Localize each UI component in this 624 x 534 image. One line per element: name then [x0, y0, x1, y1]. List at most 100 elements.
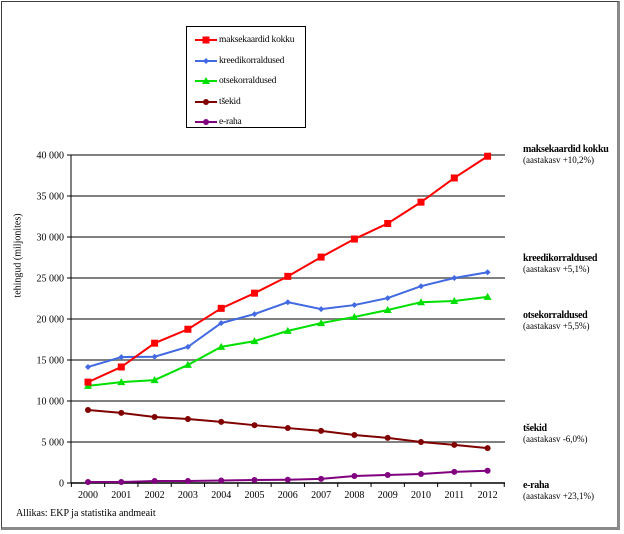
series-otsekorraldused [84, 292, 492, 389]
legend-swatch [195, 98, 217, 105]
data-point [384, 219, 392, 227]
x-tick-label: 2004 [211, 490, 231, 501]
end-label: tšekid (aastakasv -6,0%) [523, 423, 588, 445]
data-point [184, 416, 191, 423]
end-label-name: kreedikorraldused [523, 253, 598, 264]
data-point [451, 468, 458, 475]
gridlines [71, 154, 505, 443]
data-point [284, 476, 291, 483]
end-label: kreedikorraldused (aastakasv +5,1%) [523, 253, 598, 275]
data-point [84, 378, 92, 386]
x-tick-label: 2009 [378, 490, 398, 501]
data-point [450, 296, 459, 304]
x-tick-label: 2001 [111, 490, 131, 501]
legend-swatch [195, 77, 217, 84]
legend-swatch [195, 36, 217, 44]
x-tick-label: 2003 [178, 490, 198, 501]
data-point [417, 198, 425, 206]
x-tick-label: 2007 [311, 490, 331, 501]
data-point [218, 320, 225, 327]
legend-item: tšekid [195, 95, 241, 109]
data-point [118, 409, 125, 416]
data-point [151, 413, 158, 420]
data-point [251, 476, 258, 483]
legend-marker [203, 119, 209, 125]
data-point [251, 311, 258, 318]
y-tick-label: 15 000 [37, 356, 65, 367]
data-point [384, 471, 391, 478]
x-tick-label: 2000 [78, 490, 98, 501]
end-label: e-raha (aastakasv +23,1%) [523, 480, 595, 502]
y-tick-label: 30 000 [37, 233, 65, 244]
data-point [351, 302, 358, 309]
data-point [151, 339, 159, 347]
data-point [85, 479, 91, 486]
data-point [284, 272, 292, 280]
legend-swatch [195, 119, 217, 125]
data-point [418, 283, 424, 290]
data-point [383, 305, 392, 313]
data-point [384, 434, 391, 441]
y-tick-label: 5 000 [42, 438, 65, 449]
end-label-name: tšekid [523, 423, 547, 434]
data-point [283, 326, 292, 334]
legend: maksekaardid kokku kreedikorraldused otsek… [186, 26, 306, 128]
legend-label: kreedikorraldused [219, 55, 285, 66]
x-tick-label: 2012 [478, 490, 498, 501]
data-point [284, 425, 291, 432]
data-point [118, 354, 125, 361]
end-label-name: otsekorraldused [523, 310, 588, 321]
data-point [117, 378, 126, 386]
end-label-growth: (aastakasv +23,1%) [523, 491, 595, 501]
end-label-growth: (aastakasv +5,1%) [523, 264, 590, 274]
end-label-growth: (aastakasv -6,0%) [523, 434, 588, 444]
data-point [183, 360, 192, 368]
end-label-growth: (aastakasv +10,2%) [523, 155, 595, 165]
data-point [218, 418, 225, 425]
data-point [150, 376, 159, 384]
source-note: Allikas: EKP ja statistika andmeait [16, 508, 156, 519]
data-point [217, 342, 226, 350]
data-point [351, 432, 358, 439]
series-line [87, 155, 489, 384]
data-point [484, 467, 491, 474]
data-point [484, 445, 491, 452]
data-point [484, 269, 491, 276]
data-point [250, 337, 259, 345]
y-tick-label: 40 000 [37, 151, 65, 162]
legend-item: e-raha [195, 115, 242, 129]
series-maksekaardid-kokku [84, 152, 492, 386]
data-point [151, 353, 158, 360]
end-label-growth: (aastakasv +5,5%) [523, 321, 590, 331]
data-point [118, 479, 125, 486]
legend-label: otsekorraldused [219, 76, 277, 86]
end-label: maksekaardid kokku (aastakasv +10,2%) [523, 144, 609, 166]
legend-label: tšekid [219, 96, 241, 107]
legend-marker [202, 36, 210, 44]
data-point [417, 298, 425, 306]
legend-marker [202, 77, 210, 84]
data-point [318, 306, 325, 313]
x-tick-label: 2008 [344, 490, 364, 501]
legend-marker [203, 57, 209, 64]
end-label-name: e-raha [523, 480, 549, 491]
data-point [85, 363, 91, 370]
legend-item: kreedikorraldused [195, 54, 284, 68]
legend-marker [203, 98, 209, 105]
data-point [184, 343, 191, 350]
axes: 0 5 000 10 000 15 000 20 000 25 000 30 000 35 0… [37, 151, 505, 501]
data-point [117, 363, 125, 371]
end-label: otsekorraldused (aastakasv +5,5%) [523, 310, 590, 332]
data-point [450, 174, 458, 182]
data-point [218, 477, 225, 484]
data-point [418, 439, 424, 445]
legend-item: otsekorraldused [195, 74, 276, 88]
data-point [384, 295, 391, 302]
y-tick-label: 0 [59, 479, 64, 490]
x-tick-label: 2011 [444, 490, 464, 501]
y-tick-label: 10 000 [37, 397, 65, 408]
data-point [483, 292, 492, 300]
end-label-name: maksekaardid kokku [523, 144, 609, 155]
y-tick-label: 20 000 [37, 315, 65, 326]
y-tick-label: 25 000 [37, 274, 65, 285]
